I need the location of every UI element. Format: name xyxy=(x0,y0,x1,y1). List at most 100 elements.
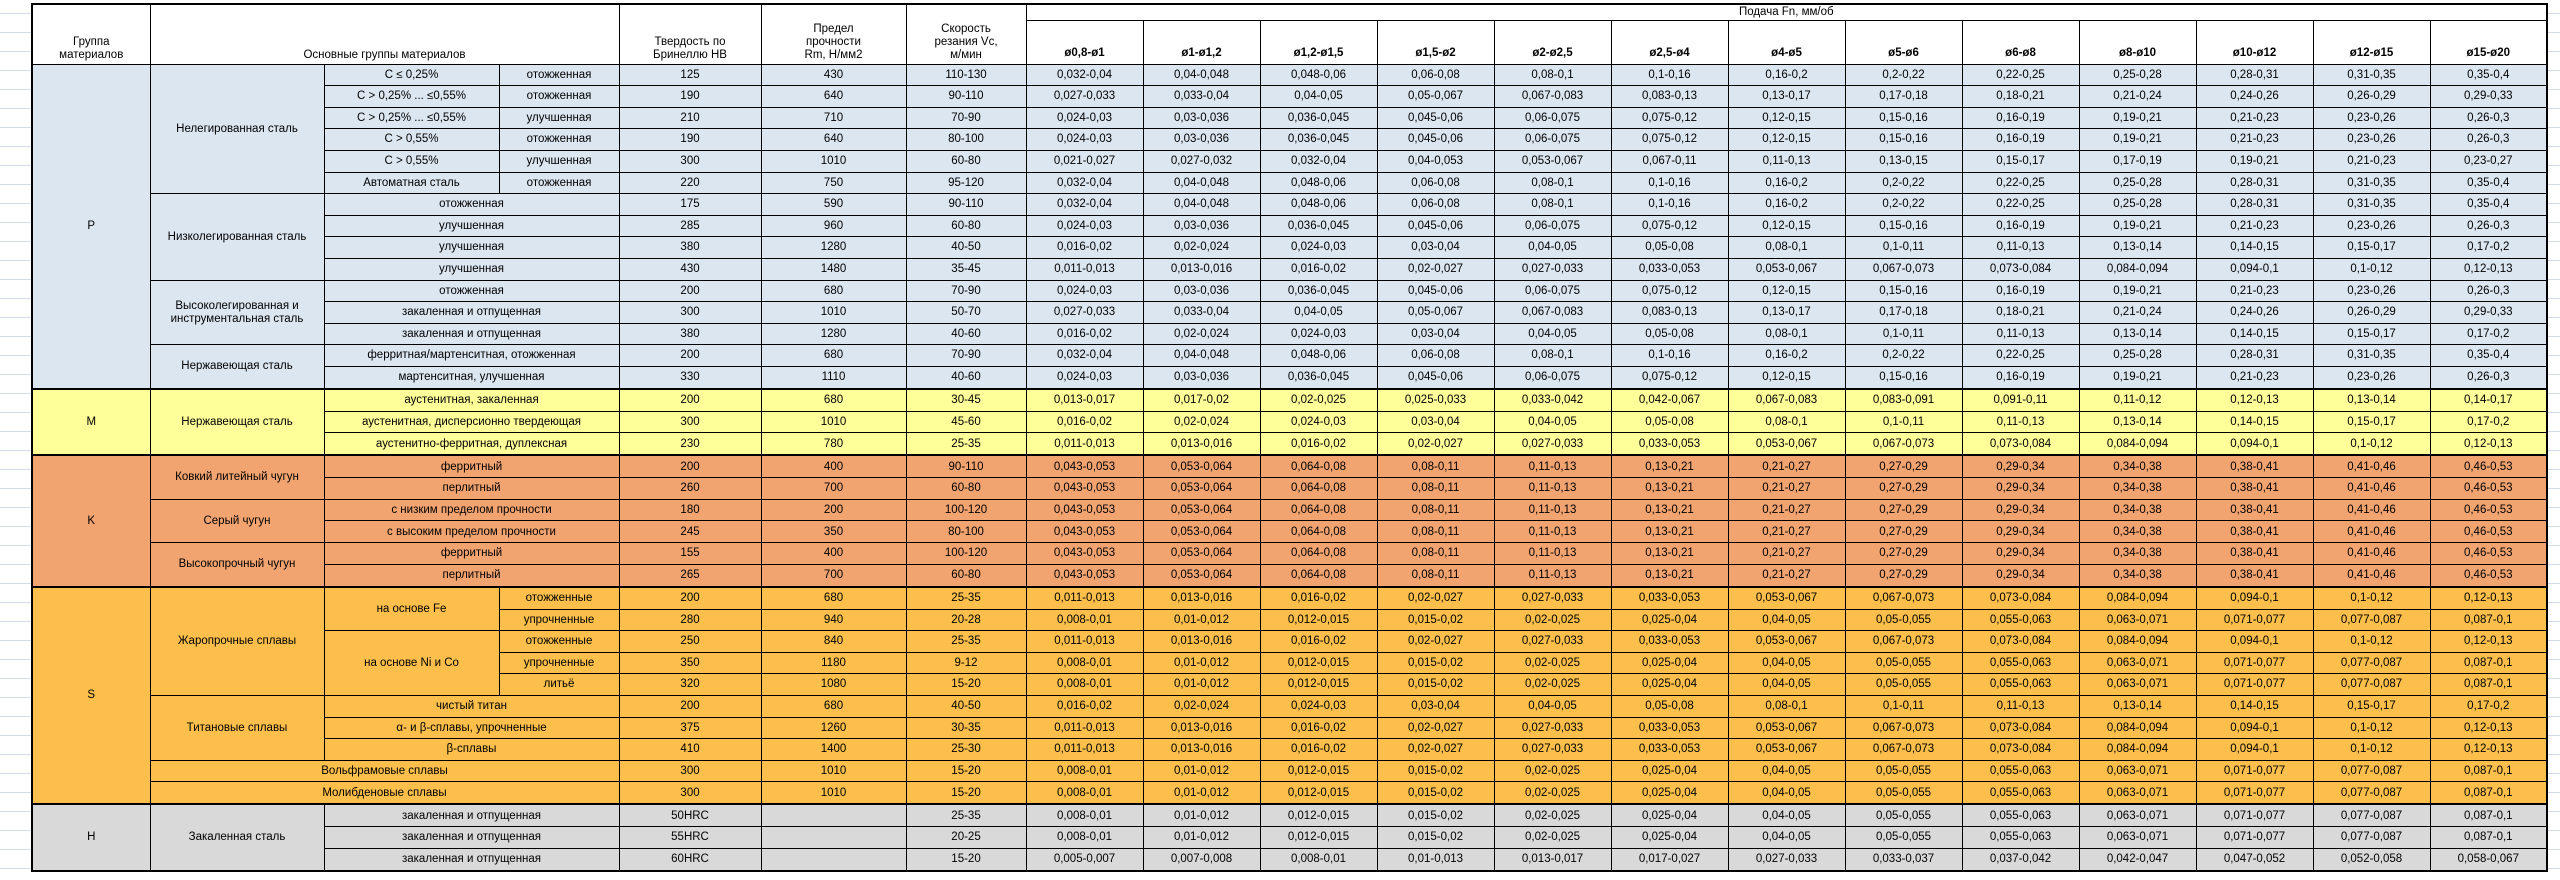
feed-value-cell[interactable]: 0,033-0,053 xyxy=(1610,630,1729,653)
feed-value-cell[interactable]: 0,28-0,31 xyxy=(2195,171,2314,195)
feed-value-cell[interactable]: 0,13-0,21 xyxy=(1610,454,1729,479)
header-feed-col[interactable]: ø5-ø6 xyxy=(1844,19,1963,65)
strength-cell[interactable]: 1010 xyxy=(760,781,907,805)
feed-value-cell[interactable]: 0,012-0,015 xyxy=(1259,759,1378,783)
feed-value-cell[interactable]: 0,27-0,29 xyxy=(1844,542,1963,565)
feed-value-cell[interactable]: 0,13-0,14 xyxy=(2078,694,2197,718)
feed-value-cell[interactable]: 0,1-0,11 xyxy=(1844,322,1963,346)
feed-value-cell[interactable]: 0,048-0,06 xyxy=(1259,193,1378,216)
feed-value-cell[interactable]: 0,075-0,12 xyxy=(1610,279,1729,303)
feed-value-cell[interactable]: 0,11-0,13 xyxy=(1493,454,1612,479)
feed-value-cell[interactable]: 0,055-0,063 xyxy=(1961,651,2080,675)
feed-value-cell[interactable]: 0,04-0,053 xyxy=(1376,149,1495,173)
feed-value-cell[interactable]: 0,073-0,084 xyxy=(1961,716,2080,740)
feed-value-cell[interactable]: 0,22-0,25 xyxy=(1961,344,2080,368)
material-label-cell[interactable]: отожженная xyxy=(498,171,620,195)
feed-value-cell[interactable]: 0,067-0,073 xyxy=(1844,257,1963,281)
feed-value-cell[interactable]: 0,02-0,027 xyxy=(1376,716,1495,740)
feed-value-cell[interactable]: 0,033-0,053 xyxy=(1610,432,1729,456)
feed-value-cell[interactable]: 0,27-0,29 xyxy=(1844,520,1963,544)
feed-value-cell[interactable]: 0,12-0,15 xyxy=(1727,106,1846,130)
feed-value-cell[interactable]: 0,027-0,033 xyxy=(1025,85,1144,108)
feed-value-cell[interactable]: 0,008-0,01 xyxy=(1025,759,1144,783)
feed-value-cell[interactable]: 0,025-0,04 xyxy=(1610,826,1729,849)
feed-value-cell[interactable]: 0,055-0,063 xyxy=(1961,608,2080,632)
hardness-cell[interactable]: 180 xyxy=(618,498,762,522)
feed-value-cell[interactable]: 0,064-0,08 xyxy=(1259,542,1378,565)
speed-cell[interactable]: 60-80 xyxy=(905,563,1027,588)
feed-value-cell[interactable]: 0,21-0,24 xyxy=(2078,85,2197,108)
feed-value-cell[interactable]: 0,01-0,012 xyxy=(1142,759,1261,783)
feed-value-cell[interactable]: 0,25-0,28 xyxy=(2078,63,2197,87)
hardness-cell[interactable]: 260 xyxy=(618,477,762,500)
feed-value-cell[interactable]: 0,08-0,1 xyxy=(1727,236,1846,259)
feed-value-cell[interactable]: 0,06-0,075 xyxy=(1493,366,1612,390)
feed-value-cell[interactable]: 0,1-0,12 xyxy=(2312,630,2431,653)
feed-value-cell[interactable]: 0,008-0,01 xyxy=(1025,651,1144,675)
feed-value-cell[interactable]: 0,08-0,1 xyxy=(1493,344,1612,368)
feed-value-cell[interactable]: 0,04-0,05 xyxy=(1727,826,1846,849)
feed-value-cell[interactable]: 0,013-0,017 xyxy=(1493,847,1612,872)
feed-value-cell[interactable]: 0,13-0,14 xyxy=(2078,322,2197,346)
material-label-cell[interactable]: закаленная и отпущенная xyxy=(323,826,620,849)
feed-value-cell[interactable]: 0,036-0,045 xyxy=(1259,214,1378,238)
material-label-cell[interactable]: Ковкий литейный чугун xyxy=(149,454,325,500)
feed-value-cell[interactable]: 0,06-0,08 xyxy=(1376,171,1495,195)
feed-value-cell[interactable]: 0,19-0,21 xyxy=(2078,106,2197,130)
strength-cell[interactable]: 1400 xyxy=(760,738,907,761)
feed-value-cell[interactable]: 0,35-0,4 xyxy=(2429,63,2548,87)
feed-value-cell[interactable]: 0,1-0,12 xyxy=(2312,716,2431,740)
feed-value-cell[interactable]: 0,063-0,071 xyxy=(2078,651,2197,675)
material-label-cell[interactable]: Серый чугун xyxy=(149,498,325,544)
feed-value-cell[interactable]: 0,094-0,1 xyxy=(2195,716,2314,740)
feed-value-cell[interactable]: 0,01-0,012 xyxy=(1142,673,1261,696)
feed-value-cell[interactable]: 0,21-0,23 xyxy=(2312,149,2431,173)
feed-value-cell[interactable]: 0,01-0,013 xyxy=(1376,847,1495,872)
feed-value-cell[interactable]: 0,043-0,053 xyxy=(1025,477,1144,500)
feed-value-cell[interactable]: 0,38-0,41 xyxy=(2195,520,2314,544)
feed-value-cell[interactable]: 0,17-0,2 xyxy=(2429,236,2548,259)
feed-value-cell[interactable]: 0,15-0,17 xyxy=(2312,236,2431,259)
material-label-cell[interactable]: аустенитная, дисперсионно твердеющая xyxy=(323,410,620,434)
speed-cell[interactable]: 15-20 xyxy=(905,673,1027,696)
feed-value-cell[interactable]: 0,12-0,15 xyxy=(1727,366,1846,390)
feed-value-cell[interactable]: 0,008-0,01 xyxy=(1025,781,1144,805)
speed-cell[interactable]: 40-50 xyxy=(905,694,1027,718)
hardness-cell[interactable]: 265 xyxy=(618,563,762,588)
strength-cell[interactable]: 400 xyxy=(760,454,907,479)
feed-value-cell[interactable]: 0,35-0,4 xyxy=(2429,193,2548,216)
feed-value-cell[interactable]: 0,11-0,13 xyxy=(1961,410,2080,434)
feed-value-cell[interactable]: 0,027-0,033 xyxy=(1493,716,1612,740)
feed-value-cell[interactable]: 0,29-0,33 xyxy=(2429,301,2548,324)
material-label-cell[interactable]: Высокопрочный чугун xyxy=(149,542,325,588)
feed-value-cell[interactable]: 0,094-0,1 xyxy=(2195,585,2314,610)
strength-cell[interactable]: 1080 xyxy=(760,673,907,696)
strength-cell[interactable]: 640 xyxy=(760,85,907,108)
material-label-cell[interactable]: Жаропрочные сплавы xyxy=(149,585,325,696)
header-feed-col[interactable]: ø1-ø1,2 xyxy=(1142,19,1261,65)
feed-value-cell[interactable]: 0,032-0,04 xyxy=(1259,149,1378,173)
feed-value-cell[interactable]: 0,26-0,3 xyxy=(2429,106,2548,130)
feed-value-cell[interactable]: 0,25-0,28 xyxy=(2078,193,2197,216)
feed-value-cell[interactable]: 0,025-0,04 xyxy=(1610,759,1729,783)
feed-value-cell[interactable]: 0,043-0,053 xyxy=(1025,520,1144,544)
material-label-cell[interactable]: отожженная xyxy=(498,85,620,108)
feed-value-cell[interactable]: 0,032-0,04 xyxy=(1025,63,1144,87)
feed-value-cell[interactable]: 0,02-0,025 xyxy=(1259,387,1378,412)
feed-value-cell[interactable]: 0,084-0,094 xyxy=(2078,630,2197,653)
feed-value-cell[interactable]: 0,053-0,067 xyxy=(1727,738,1846,761)
strength-cell[interactable]: 680 xyxy=(760,694,907,718)
material-label-cell[interactable]: улучшенная xyxy=(323,257,620,281)
feed-value-cell[interactable]: 0,21-0,27 xyxy=(1727,454,1846,479)
feed-value-cell[interactable]: 0,016-0,02 xyxy=(1025,410,1144,434)
speed-cell[interactable]: 80-100 xyxy=(905,128,1027,151)
feed-value-cell[interactable]: 0,21-0,27 xyxy=(1727,520,1846,544)
strength-cell[interactable]: 1480 xyxy=(760,257,907,281)
feed-value-cell[interactable]: 0,027-0,033 xyxy=(1493,257,1612,281)
feed-value-cell[interactable]: 0,29-0,34 xyxy=(1961,454,2080,479)
feed-value-cell[interactable]: 0,016-0,02 xyxy=(1259,585,1378,610)
feed-value-cell[interactable]: 0,073-0,084 xyxy=(1961,738,2080,761)
strength-cell[interactable]: 1010 xyxy=(760,149,907,173)
hardness-cell[interactable]: 210 xyxy=(618,106,762,130)
material-label-cell[interactable]: отожженная xyxy=(498,63,620,87)
